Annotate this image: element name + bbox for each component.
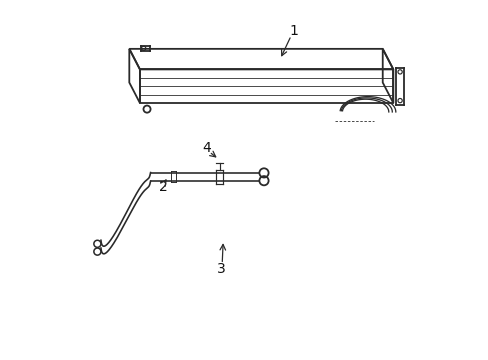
Text: 1: 1 xyxy=(289,24,298,38)
Text: 3: 3 xyxy=(217,262,225,276)
Text: 4: 4 xyxy=(202,141,210,155)
Text: 2: 2 xyxy=(158,180,167,194)
